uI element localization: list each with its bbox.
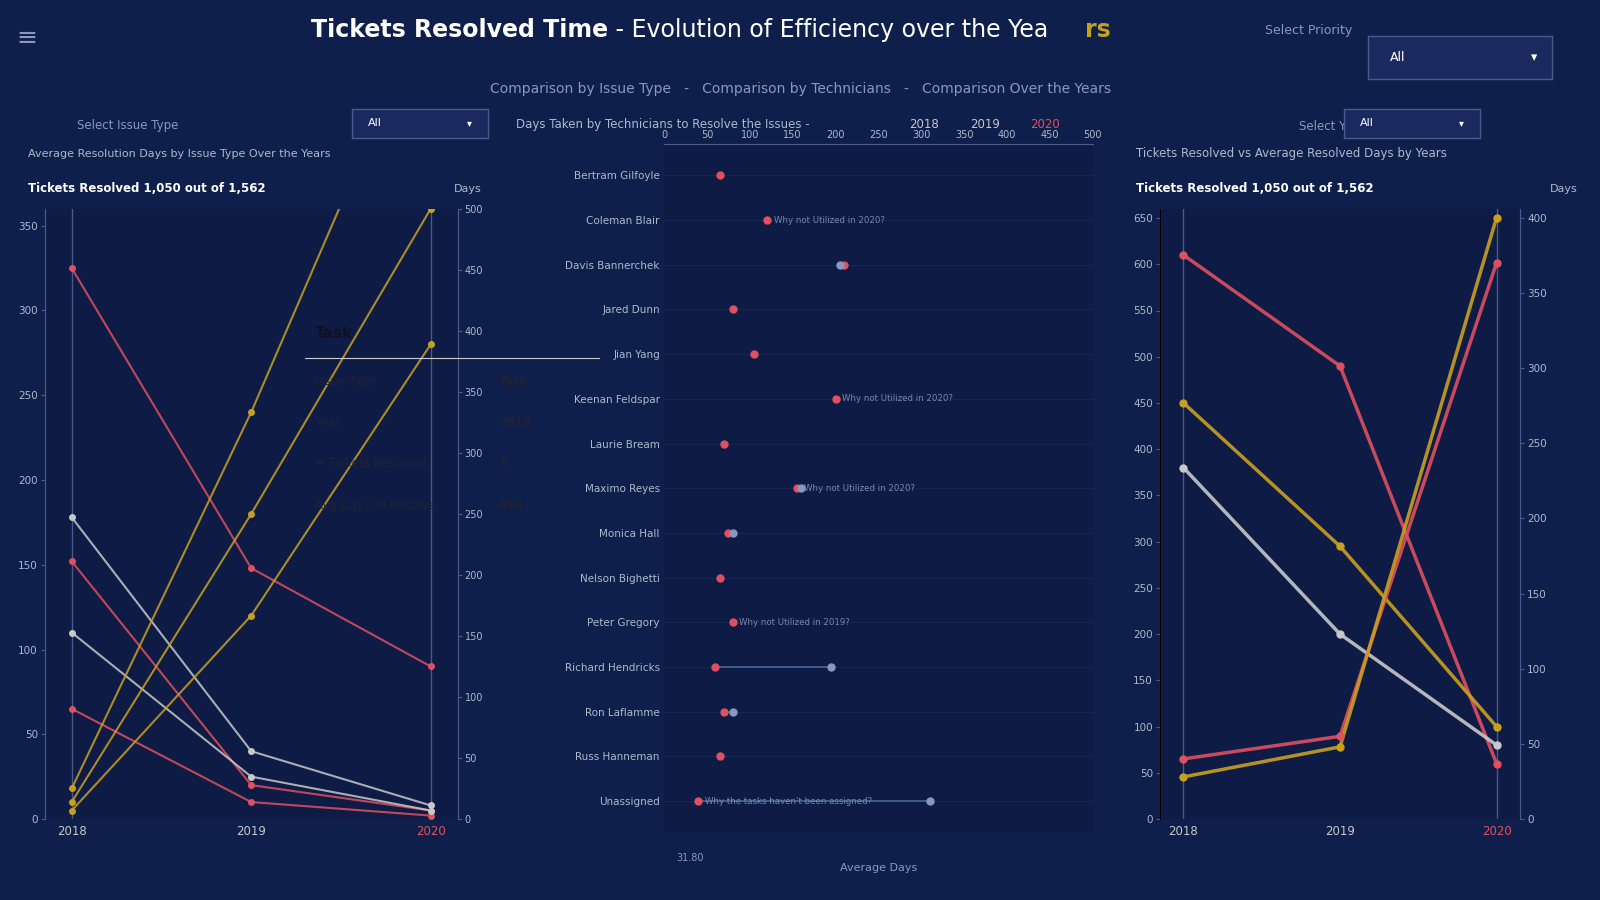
Text: Task: Task	[499, 374, 528, 388]
Text: Tickets Resolved 1,050 out of 1,562: Tickets Resolved 1,050 out of 1,562	[27, 183, 266, 195]
Text: rs: rs	[1085, 18, 1110, 42]
Text: Average Days: Average Days	[840, 863, 917, 874]
Text: 2020: 2020	[1030, 118, 1059, 130]
Text: Comparison by Issue Type   -   Comparison by Technicians   -   Comparison Over t: Comparison by Issue Type - Comparison by…	[490, 82, 1110, 95]
Text: # Tickets Resolved: # Tickets Resolved	[315, 457, 427, 471]
Text: Year: Year	[315, 416, 339, 429]
Text: ▾: ▾	[1459, 118, 1464, 129]
Text: Select Issue Type: Select Issue Type	[77, 120, 179, 132]
Text: 2018: 2018	[909, 118, 939, 130]
Text: All: All	[1390, 51, 1405, 64]
Text: Average Resolution Days by Issue Type Over the Years: Average Resolution Days by Issue Type Ov…	[27, 149, 330, 159]
Text: 2018: 2018	[499, 416, 531, 429]
Text: - Evolution of Efficiency over the Yea: - Evolution of Efficiency over the Yea	[608, 18, 1048, 42]
Text: Why the tasks haven't been assigned?: Why the tasks haven't been assigned?	[706, 796, 872, 806]
Text: Select Year: Select Year	[1299, 120, 1363, 132]
Text: Avg Days To Resolve: Avg Days To Resolve	[315, 499, 435, 512]
Text: 31.80: 31.80	[675, 853, 704, 863]
Text: Days: Days	[1550, 184, 1578, 194]
Text: Why not Utilized in 2020?: Why not Utilized in 2020?	[842, 394, 954, 403]
Text: All: All	[368, 118, 382, 129]
Text: ▾: ▾	[467, 118, 472, 129]
Text: Why not Utilized in 2020?: Why not Utilized in 2020?	[803, 484, 915, 493]
Text: Days Taken by Technicians to Resolve the Issues -: Days Taken by Technicians to Resolve the…	[517, 118, 813, 130]
Text: 454: 454	[499, 499, 523, 512]
Text: 3: 3	[499, 457, 507, 471]
Text: 2019: 2019	[970, 118, 1000, 130]
Text: Days: Days	[454, 184, 482, 194]
Text: Tickets Resolved 1,050 out of 1,562: Tickets Resolved 1,050 out of 1,562	[1136, 183, 1373, 195]
Text: Tickets Resolved Time: Tickets Resolved Time	[310, 18, 608, 42]
Text: All: All	[1360, 118, 1374, 129]
Text: ▾: ▾	[1531, 51, 1538, 64]
Text: Why not Utilized in 2019?: Why not Utilized in 2019?	[739, 618, 850, 627]
Text: Why not Utilized in 2020?: Why not Utilized in 2020?	[774, 215, 885, 224]
Text: Issue Type: Issue Type	[315, 374, 376, 388]
Text: ≡: ≡	[16, 26, 38, 50]
Text: Select Priority: Select Priority	[1264, 23, 1352, 37]
Text: Task: Task	[315, 326, 352, 341]
Text: Tickets Resolved vs Average Resolved Days by Years: Tickets Resolved vs Average Resolved Day…	[1136, 148, 1446, 160]
